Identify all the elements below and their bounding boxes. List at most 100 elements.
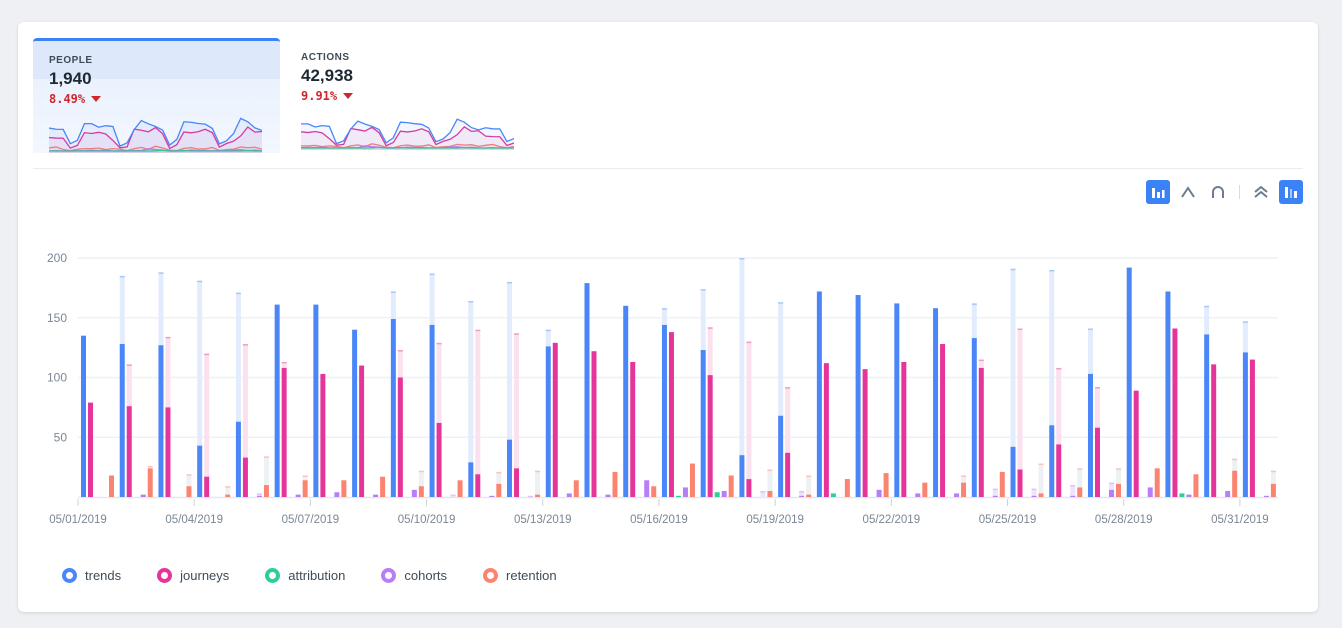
trends-bar bbox=[507, 439, 513, 497]
trends-projected-cap bbox=[1087, 328, 1093, 331]
trends-sparkline-area bbox=[301, 119, 514, 150]
trends-bar bbox=[352, 329, 358, 497]
journeys-projected-cap bbox=[475, 329, 481, 332]
journeys-bar bbox=[165, 407, 171, 497]
trends-bar bbox=[274, 304, 280, 497]
trends-bar bbox=[468, 462, 474, 497]
journeys-projected-bar bbox=[1017, 328, 1023, 470]
line-chart-button[interactable] bbox=[1176, 180, 1200, 204]
legend-item-retention[interactable]: retention bbox=[483, 568, 557, 583]
trends-bar bbox=[545, 346, 551, 497]
legend-ring-icon bbox=[483, 568, 499, 583]
journeys-bar bbox=[242, 457, 248, 497]
journeys-projected-cap bbox=[242, 344, 248, 346]
trends-projected-cap bbox=[390, 291, 396, 293]
cohorts-bar bbox=[373, 494, 379, 497]
journeys-bar bbox=[436, 422, 442, 497]
attribution-sparkline-area bbox=[49, 150, 262, 153]
journeys-bar bbox=[281, 367, 287, 497]
journeys-projected-cap bbox=[1017, 328, 1023, 331]
retention-bar bbox=[689, 463, 695, 497]
x-tick-label: 05/07/2019 bbox=[282, 514, 340, 526]
cohorts-bar bbox=[256, 495, 262, 497]
cohorts-projected-bar bbox=[799, 491, 805, 496]
people-sparkline bbox=[49, 117, 262, 153]
trends-bar bbox=[855, 295, 861, 497]
trends-projected-cap bbox=[700, 289, 706, 291]
cohorts-bar bbox=[992, 495, 998, 497]
trends-sparkline bbox=[301, 118, 514, 145]
retention-bar bbox=[1232, 470, 1238, 497]
retention-bar bbox=[767, 491, 773, 497]
journeys-projected-bar bbox=[707, 327, 713, 376]
trends-projected-cap bbox=[1242, 321, 1248, 323]
trends-projected-bar bbox=[158, 272, 164, 346]
trends-bar bbox=[1165, 291, 1171, 497]
trends-projected-cap bbox=[468, 301, 474, 303]
attribution-bar bbox=[1179, 493, 1185, 497]
retention-projected-cap bbox=[147, 465, 153, 468]
trends-sparkline bbox=[49, 117, 262, 147]
retention-projected-bar bbox=[806, 475, 812, 495]
y-tick-label: 200 bbox=[47, 251, 67, 265]
journeys-bar bbox=[978, 367, 984, 497]
cohorts-bar bbox=[489, 495, 495, 497]
trends-bar bbox=[1242, 352, 1248, 497]
cohorts-projected-bar bbox=[1070, 485, 1076, 496]
journeys-bar bbox=[475, 474, 481, 497]
cohorts-bar bbox=[1263, 495, 1269, 497]
cohorts-bar bbox=[1031, 495, 1037, 497]
legend-ring-icon bbox=[62, 568, 77, 583]
journeys-bar bbox=[1249, 359, 1255, 497]
journeys-bar bbox=[785, 452, 791, 497]
cohorts-projected-cap bbox=[799, 491, 805, 493]
journeys-projected-cap bbox=[165, 336, 171, 339]
trends-projected-bar bbox=[1242, 321, 1248, 353]
y-tick-label: 50 bbox=[54, 430, 68, 444]
cohorts-bar bbox=[644, 480, 650, 497]
legend-ring-icon bbox=[157, 568, 173, 583]
trends-projected-cap bbox=[739, 258, 745, 260]
trends-projected-bar bbox=[971, 303, 977, 339]
legend-ring-icon bbox=[381, 568, 397, 583]
retention-bar bbox=[302, 480, 308, 497]
retention-projected-cap bbox=[263, 456, 269, 458]
legend-item-attribution[interactable]: attribution bbox=[265, 568, 345, 583]
trends-bar bbox=[158, 345, 164, 497]
retention-projected-cap bbox=[1077, 468, 1083, 470]
trends-projected-bar bbox=[119, 275, 125, 345]
y-tick-label: 100 bbox=[47, 371, 67, 385]
trends-projected-bar bbox=[1010, 268, 1016, 447]
smooth-line-button[interactable] bbox=[1206, 180, 1230, 204]
cohorts-bar bbox=[1108, 489, 1114, 497]
trends-bar bbox=[1087, 373, 1093, 497]
grouped-bar-button[interactable] bbox=[1279, 180, 1303, 204]
journeys-bar bbox=[746, 479, 752, 497]
actions-sparkline bbox=[301, 118, 514, 150]
legend-ring-icon bbox=[265, 568, 281, 583]
legend-item-cohorts[interactable]: cohorts bbox=[381, 568, 447, 583]
toolbar-separator bbox=[1239, 185, 1240, 199]
cohorts-projected-bar bbox=[760, 491, 766, 497]
attribution-bar bbox=[714, 492, 720, 497]
trends-bar bbox=[429, 324, 435, 497]
legend-label: trends bbox=[85, 568, 122, 583]
stacked-button[interactable] bbox=[1249, 180, 1273, 204]
cohorts-bar bbox=[1186, 494, 1192, 497]
tab-value: 42,938 bbox=[301, 66, 353, 85]
legend-item-trends[interactable]: trends bbox=[62, 568, 121, 583]
trends-projected-bar bbox=[429, 273, 435, 325]
journeys-projected-bar bbox=[281, 361, 287, 368]
bar-chart-button[interactable] bbox=[1146, 180, 1170, 204]
cohorts-bar bbox=[140, 494, 146, 497]
cohorts-bar bbox=[1225, 491, 1231, 497]
journeys-projected-cap bbox=[436, 342, 442, 345]
journeys-projected-cap bbox=[281, 361, 287, 364]
tab-actions[interactable]: ACTIONS 42,938 9.91% bbox=[285, 38, 532, 153]
legend-item-journeys[interactable]: journeys bbox=[157, 568, 229, 583]
grouped-bar-icon bbox=[1285, 187, 1297, 198]
tab-people[interactable]: PEOPLE 1,940 8.49% bbox=[33, 38, 280, 153]
retention-projected-bar bbox=[1232, 458, 1238, 471]
retention-projected-cap bbox=[302, 475, 308, 477]
journeys-projected-cap bbox=[1094, 387, 1100, 389]
